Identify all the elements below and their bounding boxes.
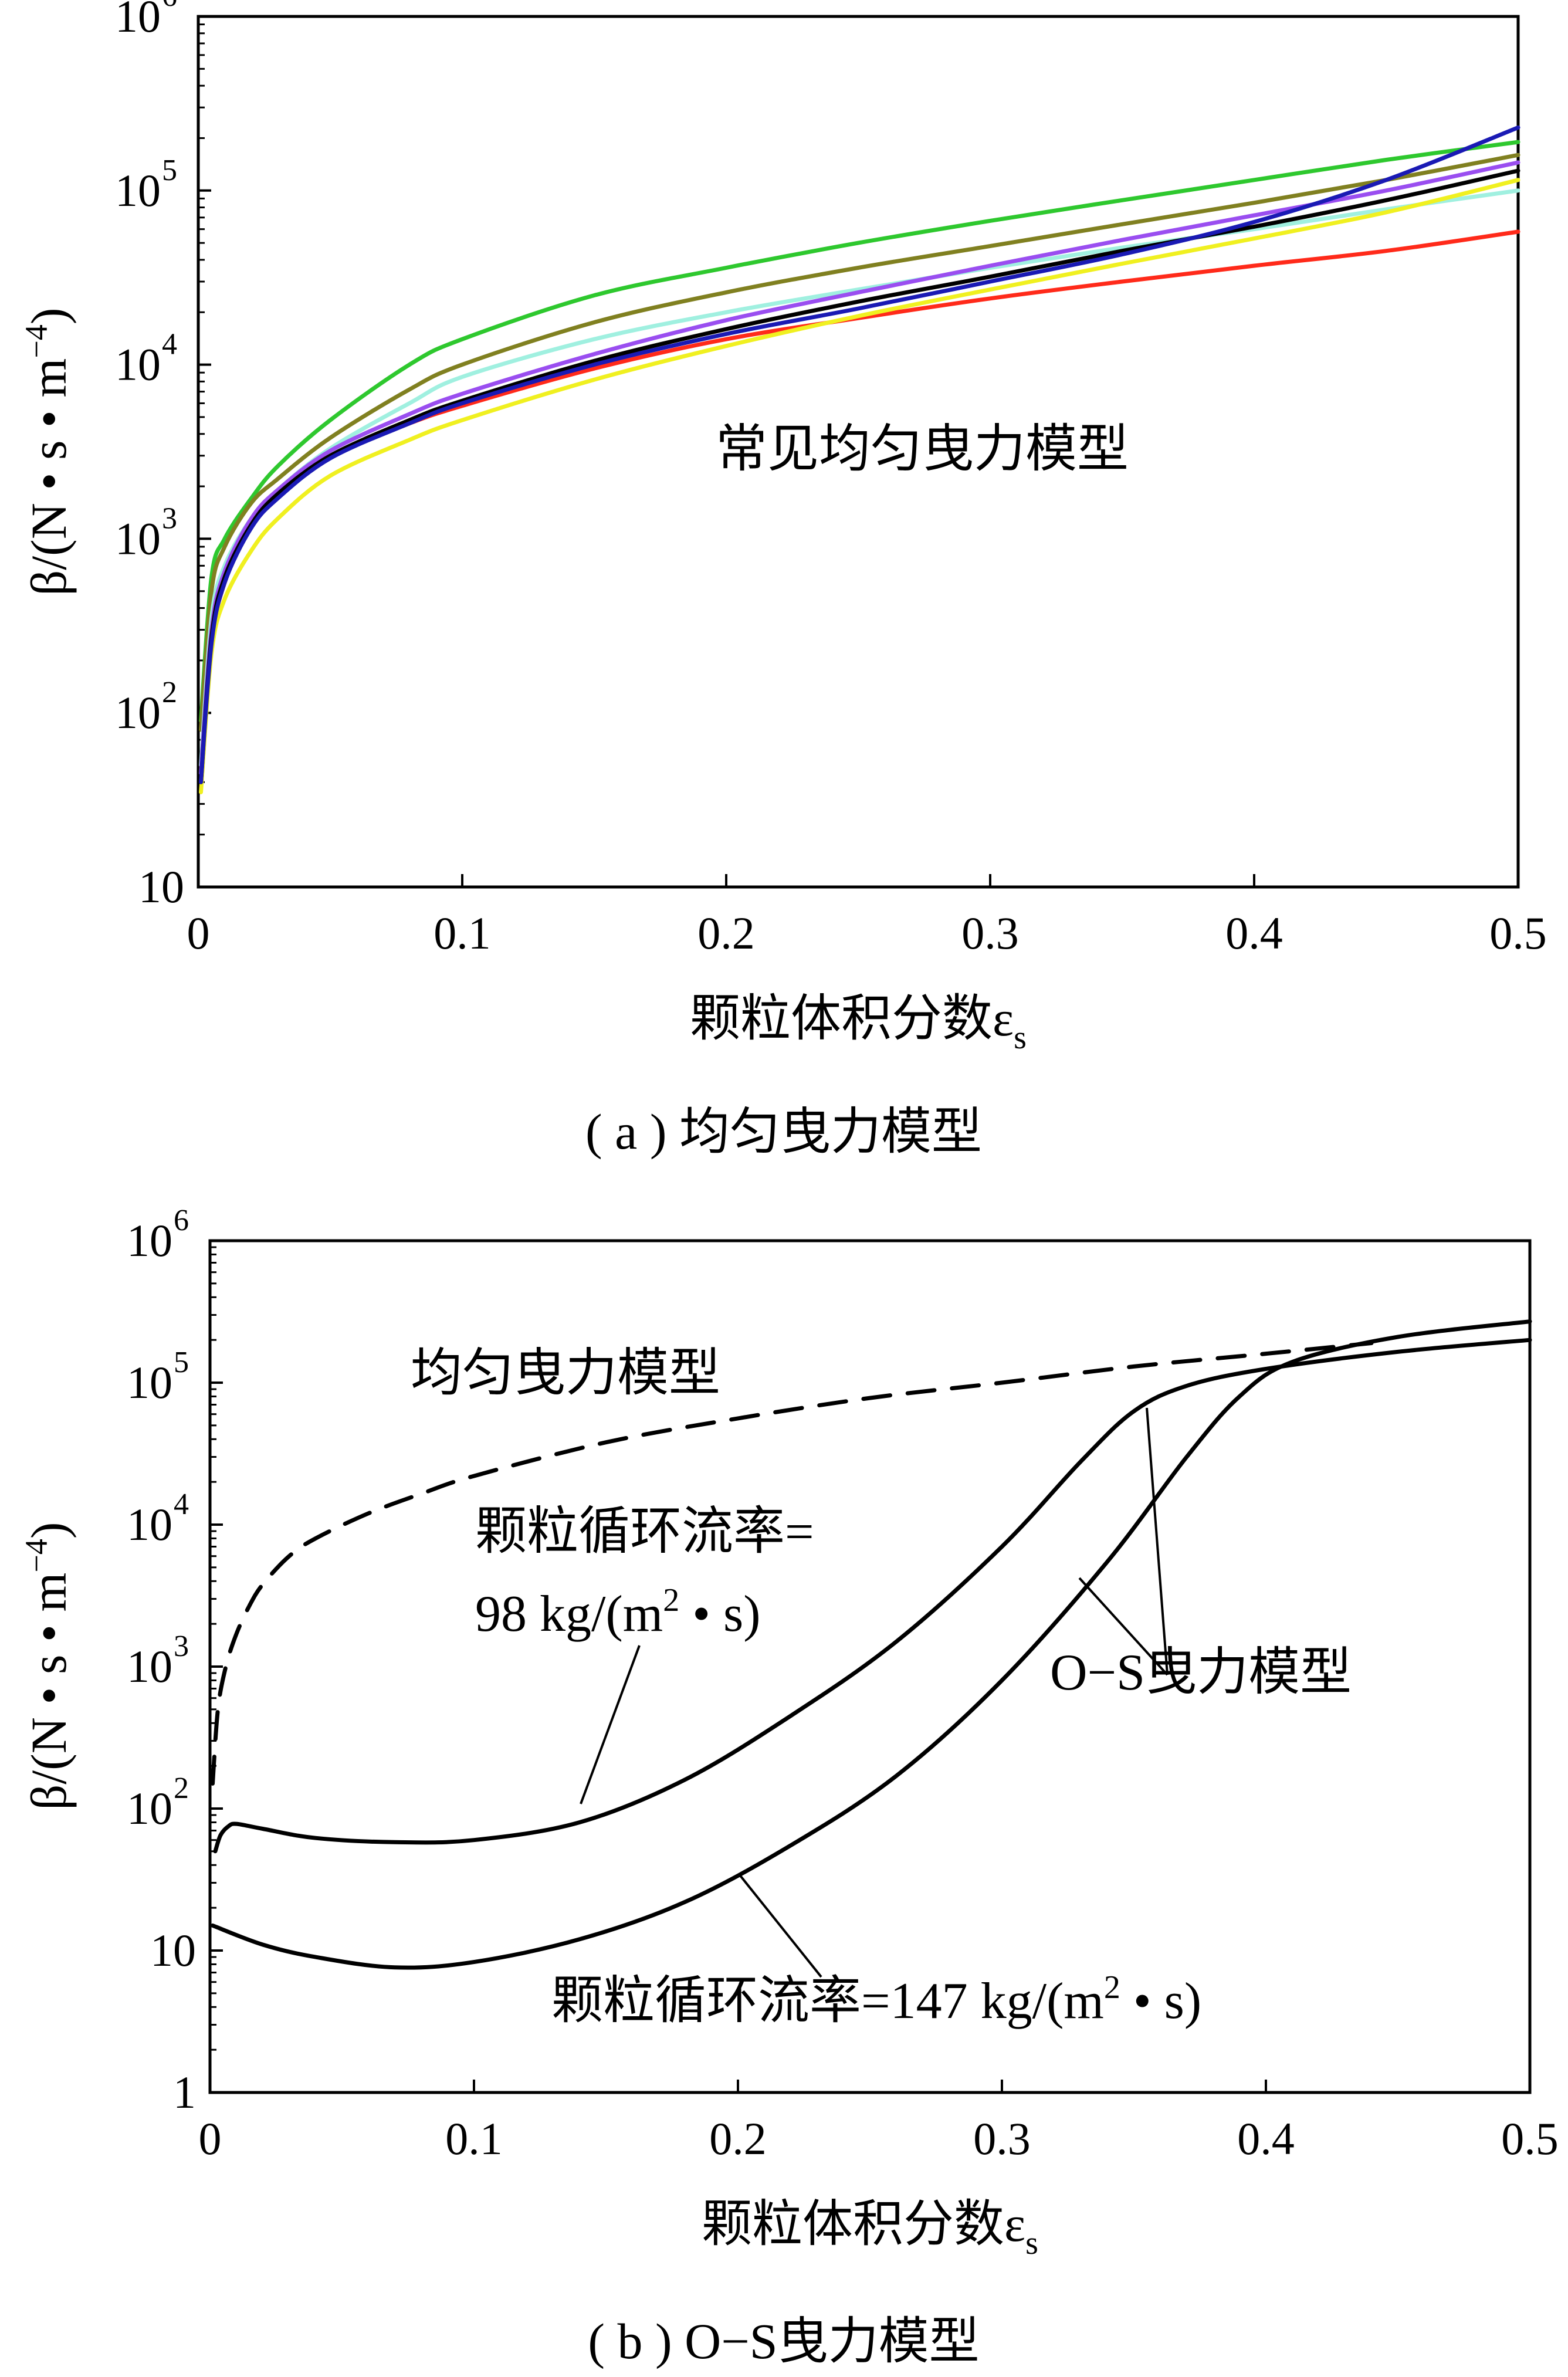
annotation-os-drag-model: O−S曳力模型: [1050, 1644, 1352, 1701]
y-tick-exponent: 4: [162, 328, 177, 361]
y-tick-exponent: 6: [174, 1204, 189, 1237]
series-line-a-4: [199, 160, 1520, 776]
y-tick-base: 10: [127, 1215, 172, 1266]
y-tick-base: 10: [115, 165, 161, 216]
series-group-b: [211, 1319, 1532, 1970]
annotation-flux-98-line1: 颗粒循环流率=: [475, 1504, 814, 1560]
series-line-b-2: [211, 1319, 1532, 1970]
annotation-leader-line: [738, 1873, 822, 1978]
annotation-leader-line: [580, 1645, 641, 1804]
y-tick-exponent: 2: [174, 1772, 189, 1805]
y-tick-base: 10: [115, 513, 161, 564]
y-tick-base: 10: [138, 861, 184, 912]
y-tick-base: 1: [173, 2067, 196, 2118]
x-tick-label: 0.3: [973, 2113, 1031, 2164]
x-axis-label-a-sub: s: [1014, 1020, 1027, 1056]
series-line-a-1: [199, 140, 1520, 723]
annotation-flux-147-main: 颗粒循环流率=147 kg/(m: [551, 1973, 1104, 2030]
annotation-flux-98-main: 98 kg/(m: [475, 1586, 663, 1643]
series-line-b-0: [211, 1341, 1374, 1786]
series-line-a-7: [199, 125, 1520, 784]
series-line-a-2: [199, 153, 1520, 732]
y-tick-exponent: 6: [162, 0, 177, 13]
annotation-uniform-drag: 均匀曳力模型: [411, 1345, 720, 1402]
y-tick-exponent: 3: [174, 1630, 189, 1663]
x-tick-label: 0.2: [709, 2113, 767, 2164]
y-tick-label: 10: [115, 687, 161, 738]
y-tick-exponent: 4: [174, 1488, 189, 1521]
annotation-flux-147-sup: 2: [1104, 1969, 1120, 2006]
series-group-a: [199, 125, 1520, 794]
axis-ticks-a: 00.10.20.30.40.510102103104105106: [115, 0, 1547, 959]
x-axis-label-b: 颗粒体积分数εs: [702, 2196, 1038, 2261]
annotation-flux-98-end: • s): [679, 1586, 760, 1643]
x-axis-label-b-main: 颗粒体积分数ε: [702, 2196, 1025, 2252]
series-line-b-1: [213, 1338, 1532, 1854]
x-tick-label: 0.5: [1501, 2113, 1559, 2164]
annotation-leader-lines: [580, 1407, 1169, 1978]
x-tick-label: 0.5: [1489, 908, 1547, 959]
x-tick-label: 0: [187, 908, 210, 959]
y-tick-base: 10: [115, 339, 161, 390]
y-tick-label: 10: [127, 1357, 172, 1408]
y-axis-label-b: β/(N • s • m−4): [19, 1522, 77, 1810]
y-axis-label-a-close: ): [21, 307, 77, 324]
annotation-flux-147: 颗粒循环流率=147 kg/(m2 • s): [551, 1969, 1201, 2030]
y-tick-base: 10: [127, 1357, 172, 1408]
y-axis-label-a-sup: −4: [19, 324, 54, 358]
y-tick-base: 10: [150, 1925, 196, 1976]
annotation-leader-line: [1078, 1577, 1169, 1676]
x-tick-label: 0.4: [1225, 908, 1283, 959]
y-tick-exponent: 2: [162, 676, 177, 709]
y-tick-label: 10: [127, 1215, 172, 1266]
series-line-a-5: [199, 178, 1520, 794]
y-tick-label: 10: [115, 339, 161, 390]
annotation-flux-98-sup: 2: [663, 1582, 679, 1618]
y-axis-label-a: β/(N • s • m−4): [19, 307, 77, 595]
annotation-flux-147-end: • s): [1120, 1973, 1201, 2030]
x-tick-label: 0.1: [434, 908, 491, 959]
x-axis-label-a: 颗粒体积分数εs: [690, 990, 1027, 1056]
y-tick-base: 10: [127, 1641, 172, 1692]
caption-a: ( a ) 均匀曳力模型: [585, 1103, 982, 1160]
chart-panel-a: 00.10.20.30.40.510102103104105106 常见均匀曳力…: [19, 0, 1547, 1160]
caption-b: ( b ) O−S曳力模型: [588, 2313, 979, 2369]
y-tick-base: 10: [115, 0, 161, 42]
y-tick-label: 10: [138, 861, 184, 912]
annotation-common-uniform-drag: 常见均匀曳力模型: [716, 421, 1129, 478]
plot-frame-a: [197, 15, 1520, 889]
y-axis-label-b-sup: −4: [19, 1539, 54, 1572]
y-tick-label: 1: [173, 2067, 196, 2118]
annotation-leader-line: [1146, 1407, 1169, 1675]
y-tick-label: 10: [115, 165, 161, 216]
y-tick-base: 10: [115, 687, 161, 738]
y-axis-label-b-main: β/(N • s • m: [21, 1573, 77, 1810]
y-tick-label: 10: [150, 1925, 196, 1976]
annotation-flux-98-line2: 98 kg/(m2 • s): [475, 1582, 761, 1643]
y-tick-exponent: 5: [174, 1346, 189, 1379]
y-tick-exponent: 3: [162, 502, 177, 535]
y-tick-label: 10: [127, 1641, 172, 1692]
x-tick-label: 0.3: [961, 908, 1019, 959]
x-axis-label-a-main: 颗粒体积分数ε: [690, 990, 1014, 1047]
y-tick-label: 10: [127, 1783, 172, 1834]
x-axis-label-b-sub: s: [1025, 2225, 1038, 2261]
y-tick-base: 10: [127, 1783, 172, 1834]
x-tick-label: 0: [199, 2113, 222, 2164]
y-axis-label-b-close: ): [21, 1522, 77, 1539]
y-tick-base: 10: [127, 1499, 172, 1550]
x-tick-label: 0.1: [445, 2113, 503, 2164]
y-axis-label-a-main: β/(N • s • m: [21, 358, 77, 596]
y-tick-label: 10: [115, 0, 161, 42]
y-tick-exponent: 5: [162, 154, 177, 187]
x-tick-label: 0.2: [697, 908, 755, 959]
y-tick-label: 10: [115, 513, 161, 564]
x-tick-label: 0.4: [1237, 2113, 1295, 2164]
y-tick-label: 10: [127, 1499, 172, 1550]
